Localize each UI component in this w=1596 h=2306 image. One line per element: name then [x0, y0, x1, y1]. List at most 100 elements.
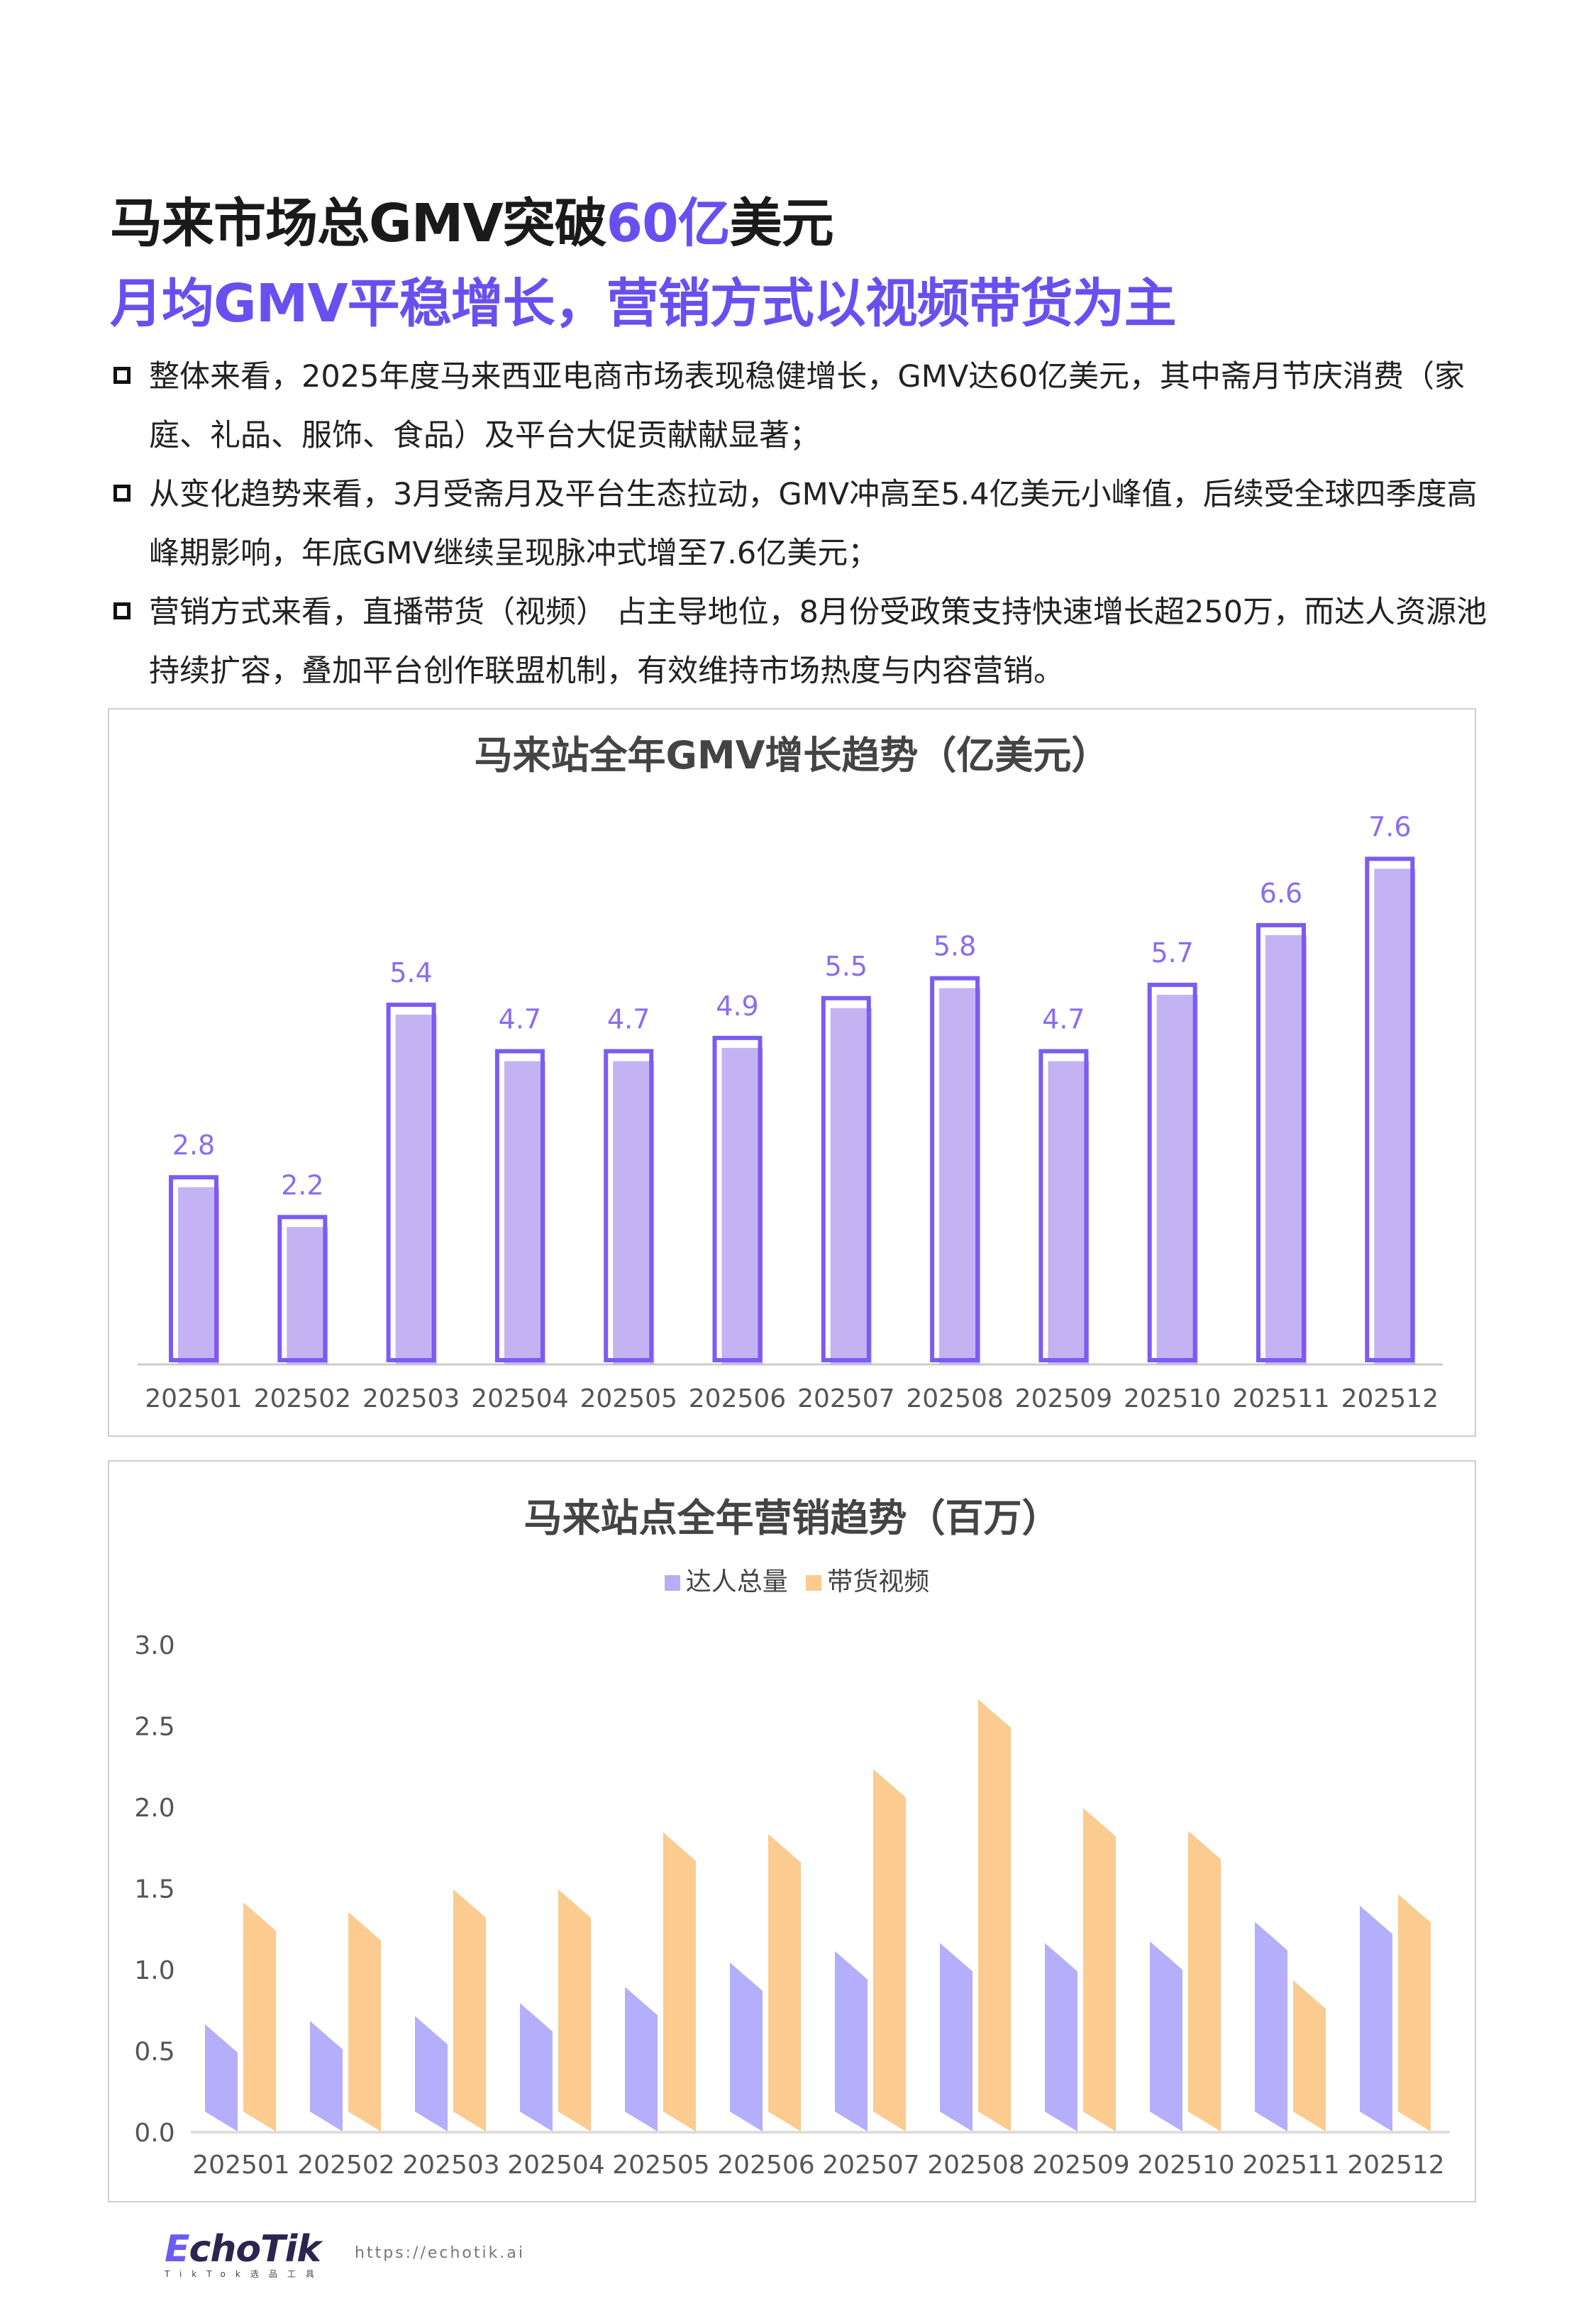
gmv-bar-outline [1147, 983, 1197, 1362]
bullet-item: 营销方式来看，直播带货（视频） 占主导地位，8月份受政策支持快速增长超250万，… [113, 583, 1504, 701]
gmv-value-label: 5.7 [1151, 937, 1193, 969]
x-tick-label: 202508 [906, 1384, 1003, 1413]
x-tick-label: 202511 [1242, 2151, 1339, 2180]
bullet-item: 从变化趋势来看，3月受斋月及平台生态拉动，GMV冲高至5.4亿美元小峰值，后续受… [113, 465, 1504, 583]
y-tick-label: 3.0 [134, 1631, 174, 1660]
gmv-bar [1374, 868, 1416, 1364]
gmv-value-label: 2.8 [172, 1130, 215, 1161]
bullet-text: 从变化趋势来看，3月受斋月及平台生态拉动，GMV冲高至5.4亿美元小峰值，后续受… [149, 477, 1478, 571]
videos-bar [663, 1832, 696, 2131]
gmv-bar-outline [386, 1003, 436, 1362]
x-tick-label: 202509 [1015, 1384, 1112, 1413]
marketing-chart-title: 马来站点全年营销趋势（百万） [523, 1496, 1060, 1540]
gmv-value-label: 4.7 [1042, 1004, 1085, 1035]
subheadline: 月均GMV平稳增长，营销方式以视频带货为主 [110, 273, 1177, 334]
gmv-bar-outline [1365, 856, 1415, 1362]
videos-bar [768, 1833, 801, 2131]
x-tick-label: 202503 [362, 1384, 460, 1413]
x-tick-label: 202501 [145, 1384, 242, 1413]
gmv-value-label: 4.7 [607, 1004, 650, 1035]
headline-highlight: 60亿 [606, 193, 731, 254]
legend-swatch-videos [806, 1575, 822, 1591]
headline: 马来市场总GMV突破60亿美元 [110, 181, 834, 257]
gmv-bar [1156, 995, 1198, 1364]
videos-bar [1398, 1894, 1431, 2131]
x-tick-label: 202512 [1347, 2151, 1444, 2180]
gmv-bar [939, 988, 981, 1364]
y-tick-label: 1.0 [134, 1956, 174, 1985]
x-tick-label: 202506 [689, 1384, 786, 1413]
videos-bar [558, 1889, 591, 2131]
gmv-value-label: 7.6 [1368, 811, 1411, 842]
gmv-value-label: 4.7 [499, 1004, 541, 1035]
x-tick-label: 202505 [612, 2151, 709, 2180]
creators-bar [835, 1951, 868, 2131]
y-tick-label: 0.0 [134, 2119, 174, 2148]
gmv-bar-outline [494, 1049, 545, 1362]
y-tick-label: 1.5 [134, 1875, 174, 1904]
x-tick-label: 202507 [797, 1384, 894, 1413]
bullet-list: 整体来看，2025年度马来西亚电商市场表现稳健增长，GMV达60亿美元，其中斋月… [113, 348, 1504, 701]
chart-legend: 达人总量 带货视频 [109, 1561, 1475, 1598]
bullet-text: 整体来看，2025年度马来西亚电商市场表现稳健增长，GMV达60亿美元，其中斋月… [149, 359, 1465, 453]
y-tick-label: 2.5 [134, 1713, 174, 1742]
footer-url[interactable]: https://echotik.ai [355, 2244, 525, 2262]
x-tick-label: 202512 [1341, 1384, 1439, 1413]
bullet-item: 整体来看，2025年度马来西亚电商市场表现稳健增长，GMV达60亿美元，其中斋月… [113, 348, 1504, 465]
marketing-chart-svg: 0.0 0.5 1.0 1.5 2.0 2.5 3.0 202501 202502 202503 2… [134, 1631, 1450, 2180]
gmv-bar [287, 1227, 328, 1364]
videos-bar [453, 1889, 486, 2131]
gmv-bar [1048, 1061, 1090, 1364]
y-tick-label: 0.5 [134, 2038, 174, 2067]
gmv-value-label: 5.8 [933, 931, 976, 962]
gmv-value-label: 6.6 [1260, 878, 1302, 909]
gmv-bar [830, 1008, 872, 1364]
x-tick-label: 202511 [1232, 1384, 1329, 1413]
gmv-chart-title: 马来站全年GMV增长趋势（亿美元） [474, 733, 1110, 778]
legend-label-videos: 带货视频 [827, 1567, 930, 1596]
creators-bar [1360, 1905, 1392, 2131]
creators-bar [1045, 1943, 1077, 2131]
bullet-text: 营销方式来看，直播带货（视频） 占主导地位，8月份受政策支持快速增长超250万，… [149, 595, 1487, 689]
gmv-bar [504, 1061, 545, 1364]
x-tick-label: 202502 [254, 1384, 351, 1413]
legend-label-creators: 达人总量 [685, 1567, 788, 1596]
creators-bar [940, 1943, 972, 2131]
headline-text: 马来市场总GMV突破 [110, 193, 607, 254]
gmv-bar [613, 1061, 655, 1364]
creators-bar [205, 2024, 238, 2131]
x-tick-label: 202510 [1137, 2151, 1234, 2180]
videos-bar [348, 1911, 381, 2131]
gmv-bar [721, 1047, 763, 1364]
gmv-bar-outline [821, 995, 871, 1362]
creators-bar [415, 2016, 448, 2131]
gmv-value-label: 5.4 [389, 957, 432, 988]
creators-bar [625, 1987, 658, 2131]
square-bullet-icon [113, 367, 131, 384]
headline-suffix: 美元 [729, 193, 834, 254]
x-tick-label: 202505 [580, 1384, 677, 1413]
marketing-chart-panel: 马来站点全年营销趋势（百万） 达人总量 带货视频 0.0 0.5 1.0 1.5 2.0… [108, 1460, 1476, 2202]
gmv-bar [1265, 934, 1307, 1364]
gmv-bar-outline [1256, 922, 1306, 1362]
x-tick-label: 202506 [717, 2151, 814, 2180]
square-bullet-icon [113, 602, 131, 619]
creators-bar [1255, 1921, 1287, 2131]
x-tick-label: 202510 [1124, 1384, 1221, 1413]
x-tick-label: 202509 [1032, 2151, 1129, 2180]
legend-swatch-creators [664, 1575, 680, 1591]
videos-bar [243, 1902, 276, 2131]
x-tick-label: 202508 [927, 2151, 1024, 2180]
x-tick-label: 202503 [402, 2151, 499, 2180]
creators-bar [520, 2003, 553, 2131]
x-tick-label: 202507 [822, 2151, 919, 2180]
x-tick-label: 202501 [192, 2151, 289, 2180]
videos-bar [873, 1769, 906, 2131]
echotik-logo: EchoTik TikTok选品工具 [165, 2228, 324, 2279]
creators-bar [310, 2021, 343, 2131]
x-tick-label: 202504 [471, 1384, 568, 1413]
creators-bar [1150, 1941, 1182, 2131]
gmv-bar-outline [712, 1035, 763, 1362]
creators-bar [730, 1962, 763, 2131]
gmv-bar [178, 1187, 219, 1364]
